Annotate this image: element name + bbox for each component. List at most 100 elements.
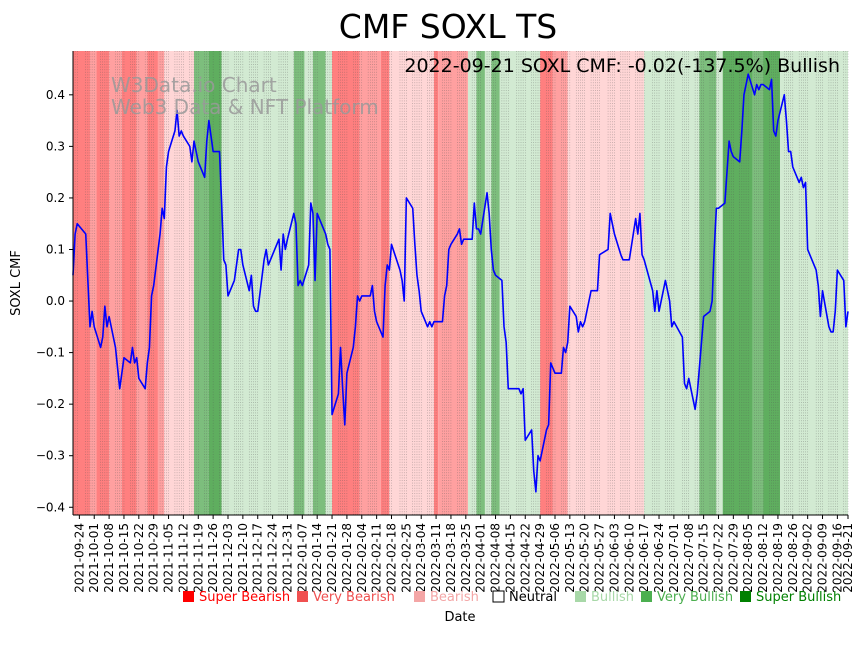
x-tick-label: 2022-05-20 — [578, 523, 592, 593]
x-tick-label: 2021-12-10 — [236, 523, 250, 593]
regime-band-bullish — [325, 51, 333, 515]
x-tick-label: 2021-11-12 — [176, 523, 190, 593]
regime-band-super_bullish — [722, 51, 753, 515]
y-tick-label: 0.4 — [46, 88, 65, 102]
y-tick-label: 0.1 — [46, 242, 65, 256]
y-tick-label: −0.2 — [36, 397, 65, 411]
x-axis-label: Date — [444, 610, 475, 625]
x-tick-label: 2022-08-26 — [786, 523, 800, 593]
legend-label: Bullish — [591, 590, 634, 605]
regime-band-bullish — [716, 51, 723, 515]
x-tick-label: 2022-06-03 — [607, 523, 621, 593]
x-tick-label: 2021-11-05 — [162, 523, 176, 593]
x-tick-label: 2021-10-15 — [117, 523, 131, 593]
x-tick-label: 2022-04-22 — [518, 523, 532, 593]
x-tick-label: 2022-03-25 — [459, 523, 473, 593]
legend-label: Neutral — [509, 590, 557, 605]
x-tick-label: 2022-07-01 — [667, 523, 681, 593]
x-tick-label: 2022-07-08 — [682, 523, 696, 593]
x-tick-label: 2021-12-17 — [251, 523, 265, 593]
legend: Super Bearish Very Bearish Bearish Neutral B… — [183, 590, 841, 605]
x-tick-label: 2022-01-28 — [340, 523, 354, 593]
x-tick-label: 2022-03-04 — [414, 523, 428, 593]
x-tick-label: 2022-03-11 — [429, 523, 443, 593]
y-tick-label: −0.3 — [36, 449, 65, 463]
x-tick-label: 2022-06-24 — [652, 523, 666, 593]
x-tick-label: 2022-01-14 — [310, 523, 324, 593]
regime-band-bullish — [484, 51, 492, 515]
x-tick-label: 2022-09-21 — [841, 523, 855, 593]
y-axis-label: SOXL CMF — [9, 250, 24, 316]
legend-label: Super Bearish — [199, 590, 290, 605]
x-tick-label: 2022-03-18 — [444, 523, 458, 593]
x-tick-label: 2022-06-10 — [622, 523, 636, 593]
regime-bands — [73, 51, 848, 515]
x-tick-label: 2022-04-08 — [489, 523, 503, 593]
x-tick-label: 2022-08-12 — [756, 523, 770, 593]
x-tick-label: 2022-02-25 — [399, 523, 413, 593]
regime-band-super_bearish — [121, 51, 137, 515]
regime-band-super_bearish — [332, 51, 360, 515]
regime-band-super_bearish — [147, 51, 158, 515]
regime-band-bullish — [499, 51, 541, 515]
regime-band-super_bearish — [73, 51, 90, 515]
legend-label: Very Bullish — [657, 590, 733, 605]
watermark-line-1: W3Data.io Chart — [111, 73, 277, 97]
cmf-line — [72, 73, 849, 493]
legend-swatch — [297, 591, 308, 602]
x-tick-label: 2022-05-27 — [593, 523, 607, 593]
legend-swatch — [740, 591, 751, 602]
regime-band-very_bearish — [157, 51, 165, 515]
legend-label: Very Bearish — [313, 590, 395, 605]
legend-swatch — [575, 591, 586, 602]
watermark-line-2: Web3 Data & NFT Platform — [111, 95, 379, 119]
y-tick-label: 0.0 — [46, 294, 65, 308]
x-tick-label: 2021-12-24 — [266, 523, 280, 593]
legend-label: Bearish — [430, 590, 479, 605]
legend-swatch — [414, 591, 425, 602]
x-tick-label: 2022-05-13 — [563, 523, 577, 593]
axes: −0.4 −0.3 −0.2 −0.1 0.0 0.1 0.2 0.3 0.4 2021-09-2… — [36, 51, 855, 593]
x-tick-label: 2022-06-17 — [637, 523, 651, 593]
x-tick-label: 2021-12-03 — [221, 523, 235, 593]
legend-swatch — [183, 591, 194, 602]
regime-band-bearish — [567, 51, 645, 515]
x-tick-label: 2021-12-31 — [280, 523, 294, 593]
x-tick-label: 2022-04-15 — [503, 523, 517, 593]
x-tick-label: 2022-08-05 — [741, 523, 755, 593]
x-tick-label: 2021-11-19 — [191, 523, 205, 593]
x-tick-label: 2022-09-16 — [830, 523, 844, 593]
x-tick-label: 2022-07-29 — [726, 523, 740, 593]
regime-band-very_bearish — [89, 51, 97, 515]
regime-band-bullish — [780, 51, 848, 515]
x-tick-label: 2022-09-09 — [816, 523, 830, 593]
x-tick-label: 2021-10-01 — [87, 523, 101, 593]
x-tick-label: 2022-07-22 — [711, 523, 725, 593]
regime-band-very_bullish — [312, 51, 326, 515]
x-tick-label: 2021-11-26 — [206, 523, 220, 593]
legend-swatch — [492, 590, 505, 603]
y-tick-label: 0.3 — [46, 139, 65, 153]
chart-annotation: 2022-09-21 SOXL CMF: -0.02(-137.5%) Bull… — [404, 55, 840, 77]
y-tick-label: −0.1 — [36, 346, 65, 360]
x-tick-label: 2022-01-07 — [295, 523, 309, 593]
cmf-series — [72, 73, 849, 493]
regime-band-very_bearish — [552, 51, 568, 515]
x-tick-label: 2021-10-22 — [132, 523, 146, 593]
regime-band-super_bullish — [208, 51, 222, 515]
x-tick-label: 2022-07-15 — [697, 523, 711, 593]
regime-band-very_bearish — [438, 51, 468, 515]
x-tick-label: 2022-02-11 — [370, 523, 384, 593]
x-tick-label: 2022-02-18 — [384, 523, 398, 593]
chart-title: CMF SOXL TS — [339, 7, 557, 46]
x-tick-label: 2022-04-01 — [474, 523, 488, 593]
x-tick-label: 2022-02-04 — [355, 523, 369, 593]
y-tick-label: −0.4 — [36, 500, 65, 514]
regime-band-very_bullish — [699, 51, 717, 515]
x-tick-label: 2021-10-08 — [102, 523, 116, 593]
regime-band-very_bearish — [136, 51, 148, 515]
legend-label: Super Bullish — [756, 590, 841, 605]
x-tick-label: 2022-05-06 — [548, 523, 562, 593]
